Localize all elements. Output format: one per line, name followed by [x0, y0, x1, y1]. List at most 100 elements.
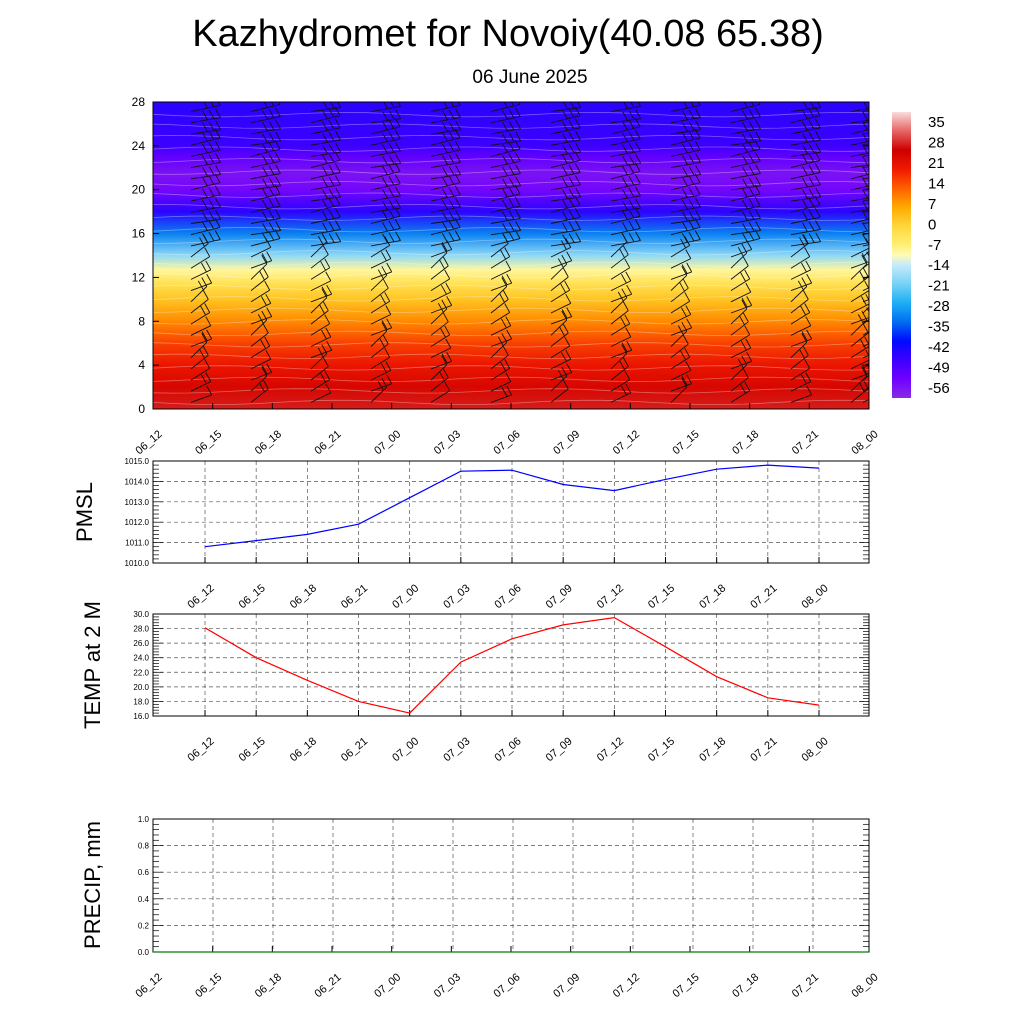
wind-barb	[490, 346, 509, 370]
wind-barb	[190, 359, 211, 381]
heatmap-x-tick-label: 08_00	[849, 428, 880, 457]
y-tick-label: 1.0	[138, 815, 150, 824]
x-tick-label: 07_09	[544, 735, 575, 764]
wind-barb	[730, 312, 749, 336]
wind-barb	[670, 128, 701, 146]
x-tick-label: 07_15	[670, 971, 701, 1000]
wind-barb	[190, 372, 212, 392]
wind-barb	[310, 175, 341, 191]
x-tick-label: 06_18	[288, 582, 319, 611]
wind-barb	[862, 250, 869, 258]
wind-barb	[250, 294, 272, 314]
wind-barb	[790, 106, 821, 124]
wind-barb	[550, 280, 571, 303]
wind-barb	[430, 256, 449, 280]
wind-barb	[610, 245, 629, 269]
wind-barb	[190, 185, 221, 202]
wind-barb	[610, 370, 631, 392]
wind-barb	[490, 273, 513, 292]
wind-barb	[430, 269, 451, 291]
wind-barb	[190, 303, 211, 325]
wind-barb	[430, 312, 449, 336]
wind-barb	[550, 220, 581, 236]
colorbar-label: -35	[928, 319, 950, 336]
wind-barb	[790, 303, 811, 325]
wind-barb	[250, 221, 282, 236]
wind-barbs	[190, 102, 869, 403]
wind-barb	[670, 361, 692, 381]
wind-barb	[490, 196, 521, 213]
wind-barb	[730, 102, 761, 113]
y-tick-label: 20.0	[133, 683, 149, 692]
wind-barb	[490, 229, 521, 247]
series-line	[204, 464, 820, 548]
wind-barb	[670, 108, 701, 124]
x-tick-label: 07_12	[595, 582, 626, 611]
wind-barb	[190, 290, 209, 314]
wind-barb	[310, 163, 341, 180]
wind-barb	[790, 151, 821, 169]
colorbar-label: -7	[928, 237, 941, 254]
heatmap-contour	[153, 215, 869, 221]
wind-barb	[610, 258, 631, 280]
panel-frame	[152, 613, 870, 717]
heatmap-contour	[153, 307, 869, 313]
heatmap-x-tick-label: 06_12	[133, 428, 164, 457]
wind-barb	[490, 303, 511, 325]
wind-barb	[550, 363, 573, 381]
wind-barb	[610, 327, 632, 347]
wind-barb	[250, 323, 269, 347]
wind-barb	[790, 187, 822, 202]
wind-barb	[550, 142, 582, 157]
wind-barb	[550, 307, 573, 325]
wind-barb	[790, 142, 822, 157]
x-tick-label: 07_03	[441, 582, 472, 611]
wind-barb	[490, 290, 509, 314]
x-tick-label: 07_18	[697, 582, 728, 611]
wind-barb	[730, 269, 751, 291]
wind-barb	[790, 175, 821, 191]
wind-barb	[550, 323, 569, 347]
x-tick-label: 07_09	[551, 971, 582, 1000]
wind-barb	[430, 368, 449, 392]
x-tick-label: 06_18	[253, 971, 284, 1000]
wind-barb	[730, 139, 761, 157]
wind-barb	[730, 368, 749, 392]
wind-barb	[430, 282, 452, 303]
wind-barb	[250, 379, 269, 403]
heatmap-contour	[153, 296, 869, 302]
wind-barb	[490, 119, 521, 135]
x-tick-label: 06_21	[339, 582, 370, 611]
y-tick-label: 1010.0	[125, 559, 150, 568]
x-tick-label: 06_21	[339, 735, 370, 764]
precip-panel: 0.0 0.2 0.4 0.6 0.8 1.0 06_12 06_15 06_18 06_21 07…	[80, 815, 881, 1000]
x-tick-label: 07_09	[544, 582, 575, 611]
wind-barb	[250, 196, 281, 213]
wind-barb	[670, 305, 692, 325]
wind-barb	[310, 102, 342, 113]
heatmap-y-tick-label: 0	[138, 402, 145, 416]
wind-barb	[190, 218, 221, 236]
colorbar-label: -14	[928, 257, 950, 274]
x-tick-label: 07_03	[432, 971, 463, 1000]
wind-barb	[250, 209, 281, 224]
heatmap-contour	[153, 261, 869, 267]
wind-barb	[850, 200, 869, 213]
heatmap-x-tick-label: 06_15	[193, 428, 224, 457]
wind-barb	[310, 207, 341, 224]
chart-title: Kazhydromet for Novoiy(40.08 65.38)	[192, 13, 824, 55]
wind-barb	[610, 162, 641, 180]
wind-barb	[190, 173, 221, 191]
heatmap-x-tick-label: 07_18	[730, 428, 761, 457]
heatmap-contour	[153, 238, 869, 244]
x-tick-label: 07_15	[646, 582, 677, 611]
wind-barb	[430, 120, 462, 135]
y-tick-label: 30.0	[133, 610, 149, 619]
wind-barb	[490, 131, 522, 146]
x-tick-label: 07_18	[730, 971, 761, 1000]
wind-barb	[850, 176, 869, 191]
wind-barb	[850, 131, 869, 146]
wind-barb	[490, 221, 522, 236]
y-tick-label: 22.0	[133, 668, 149, 677]
